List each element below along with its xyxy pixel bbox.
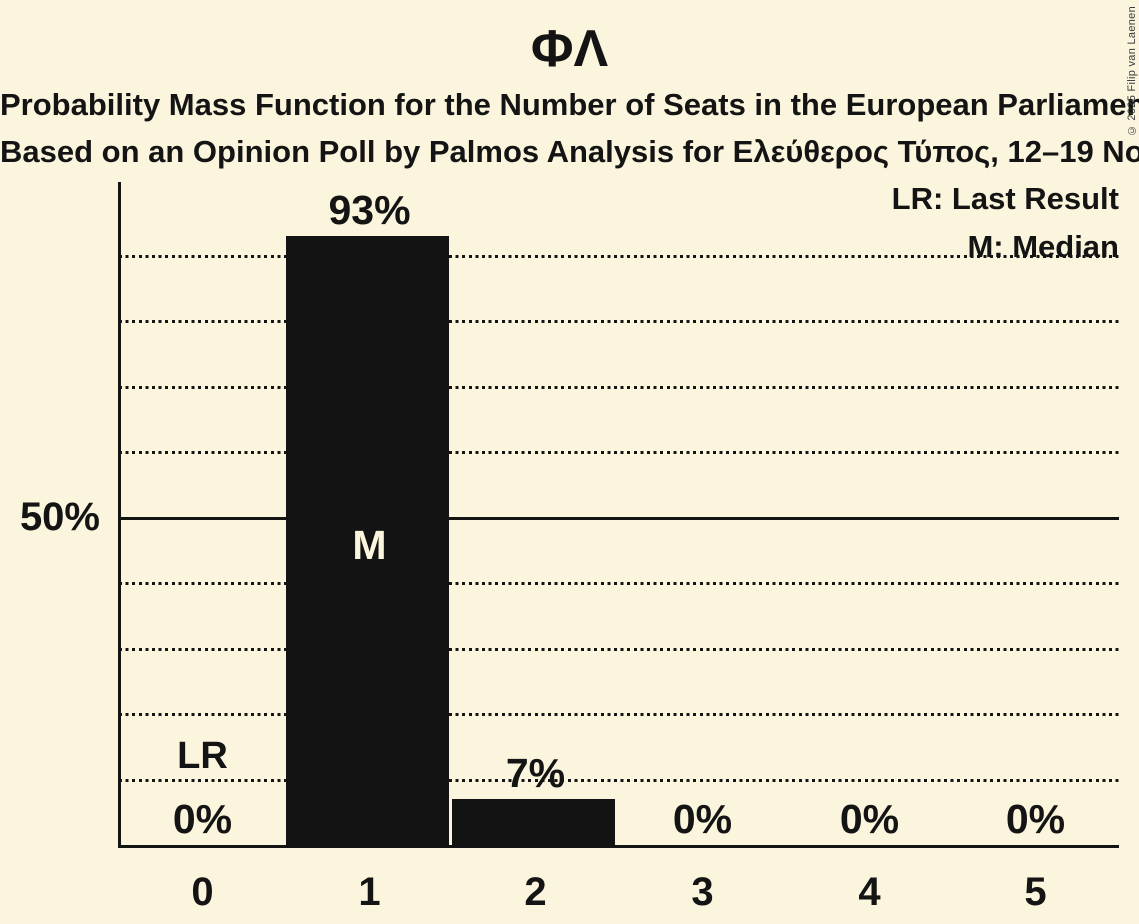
- x-tick-label-1: 1: [358, 870, 381, 914]
- x-tick-label-4: 4: [858, 870, 881, 914]
- bar-value-label-5: 0%: [1005, 796, 1066, 842]
- bar-value-label-2: 7%: [505, 750, 566, 796]
- gridline-80pct: [119, 320, 1119, 323]
- x-tick-label-5: 5: [1024, 870, 1047, 914]
- chart-subtitle: Probability Mass Function for the Number…: [0, 87, 1139, 122]
- gridline-60pct: [119, 451, 1119, 454]
- last-result-marker: LR: [177, 735, 228, 777]
- bar-value-label-1: 93%: [328, 187, 411, 233]
- legend-median: M: Median: [967, 229, 1119, 264]
- bar-value-label-0: 0%: [172, 796, 233, 842]
- chart-title: ΦΛ: [530, 20, 609, 78]
- bar-seats-2: [452, 799, 615, 848]
- chart-source-line: Based on an Opinion Poll by Palmos Analy…: [0, 134, 1139, 169]
- bar-value-label-4: 0%: [839, 796, 900, 842]
- median-marker: M: [352, 522, 387, 568]
- gridline-90pct: [119, 255, 1119, 258]
- gridline-10pct: [119, 779, 1119, 782]
- x-axis-line: [118, 845, 1119, 848]
- x-tick-label-2: 2: [524, 870, 547, 914]
- gridline-20pct: [119, 713, 1119, 716]
- x-tick-label-3: 3: [691, 870, 714, 914]
- legend-last-result: LR: Last Result: [891, 181, 1119, 216]
- bar-seats-1: [286, 236, 449, 848]
- gridline-70pct: [119, 386, 1119, 389]
- bar-value-label-3: 0%: [672, 796, 733, 842]
- copyright-notice: © 2025 Filip van Laenen: [1126, 6, 1138, 137]
- gridline-30pct: [119, 648, 1119, 651]
- gridline-50pct-solid: [119, 517, 1119, 520]
- y-axis-line: [118, 182, 121, 848]
- y-axis-tick-label-50: 50%: [19, 495, 100, 539]
- gridline-40pct: [119, 582, 1119, 585]
- x-tick-label-0: 0: [191, 870, 214, 914]
